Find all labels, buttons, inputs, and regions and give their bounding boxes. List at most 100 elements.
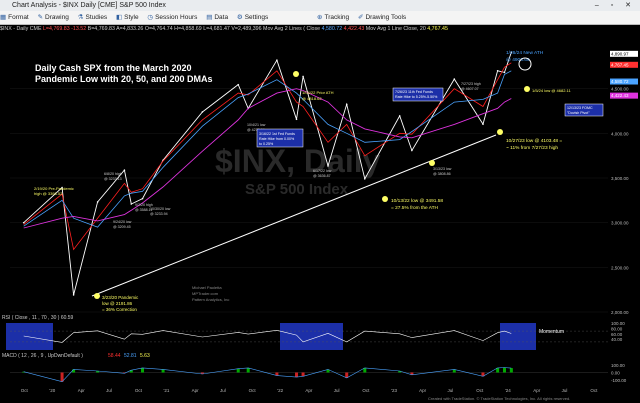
price-point <box>364 178 366 180</box>
price-point <box>482 123 484 125</box>
annotation-new-ath-2: @ 4906.69 <box>506 57 530 63</box>
x-tick-15: Jul <box>448 388 454 393</box>
price-chart[interactable]: $INX, Daily S&P 500 Index 2,000.00 2,500.… <box>0 34 640 403</box>
annotation-pandemic-low: 3/23/20 Pandemic low @ 2191.86 = 36% Cor… <box>94 293 139 312</box>
price-point <box>237 83 240 86</box>
fed-hike-1-box <box>256 128 304 148</box>
macd-bar <box>496 367 500 373</box>
author-credit-2: MPTrader.com <box>192 291 219 296</box>
macd-bar <box>301 372 305 377</box>
toolbar-drawing-tools[interactable]: Drawing Tools <box>365 14 407 21</box>
rsi-highlight-left <box>6 323 53 350</box>
marker-pandemic-low <box>94 293 100 299</box>
info-vol: V=2,489,396 <box>231 26 262 32</box>
x-tick-4: Oct <box>135 388 143 393</box>
annotation-oct22-low-2: = 27.5% from the ATH <box>391 205 439 211</box>
rsi-y-tick-0: 100.00 <box>611 321 625 326</box>
annotation-jun22-low-2: @ 3636.87 <box>313 174 331 178</box>
price-y-tick-1: 2,500.00 <box>611 265 629 270</box>
macd-reading-3: 5.63 <box>140 353 150 359</box>
macd-label: MACD ( 12 , 26 , 9 , UpDwnDefault ) <box>2 353 83 359</box>
info-ma-label: Mov Avg 2 Lines ( <box>263 26 306 32</box>
fed-hike-11-box <box>392 87 444 102</box>
support-trendline[interactable] <box>91 134 497 297</box>
price-y-tick-5: 4,500.00 <box>611 87 629 92</box>
x-tick-18: Apr <box>533 388 541 393</box>
macd-bar <box>398 370 402 373</box>
annotation-pandemic-low-3: = 36% Correction <box>102 307 137 312</box>
annotation-sep20-low-1: 9/24/20 low <box>113 220 132 224</box>
price-point <box>398 115 401 117</box>
settings-icon[interactable]: ⚙ <box>236 14 243 21</box>
price-point <box>22 221 25 224</box>
rsi-y-tick-2: 60.00 <box>611 332 623 337</box>
toolbar-settings[interactable]: Settings <box>244 14 269 21</box>
macd-bar <box>481 372 485 377</box>
price-point <box>327 165 329 167</box>
fomc-text-2: "Dovish Pivot" <box>567 111 590 115</box>
style-icon[interactable]: ◧ <box>116 14 123 21</box>
data-icon[interactable]: ▤ <box>206 14 213 21</box>
macd-bar <box>452 369 456 373</box>
price-point <box>411 149 413 152</box>
series-line-200-dma <box>23 88 512 229</box>
rsi-y-tick-1: 80.00 <box>611 326 623 331</box>
annotation-oct22-low-1: 10/13/22 low @ 3491.58 <box>391 198 443 204</box>
macd-bar <box>122 372 126 374</box>
macd-bar <box>509 368 513 373</box>
info-change: -13.52 <box>71 26 87 32</box>
toolbar-tracking[interactable]: Tracking <box>324 14 350 21</box>
toolbar-studies[interactable]: Studies <box>85 14 108 21</box>
annotation-jul23-high-1: 7/27/23 high <box>461 82 481 86</box>
fed-hike-1-text-3: to 0.25% <box>259 142 274 146</box>
fed-hike-11-text-1: 7/26/23 11th Fed Funds <box>395 90 433 94</box>
footer-credit: Created with TradeStation. © TradeStatio… <box>428 396 570 401</box>
info-close-label: Close <box>306 26 321 32</box>
window-controls[interactable]: – ▫ ✕ <box>594 2 636 9</box>
macd-bar <box>410 372 414 375</box>
fed-hike-1-text-1: 3/16/22 1st Fed Funds <box>259 132 295 136</box>
x-tick-10: Apr <box>305 388 313 393</box>
info-ma2: 4,422.43 <box>343 26 365 32</box>
format-icon[interactable]: ▦ <box>0 14 7 21</box>
info-open: O=4,764.74 <box>144 26 173 32</box>
toolbar-data[interactable]: Data <box>214 14 229 21</box>
annotation-oct21-low-2: @ 4278.94 <box>247 128 265 132</box>
price-y-tick-3: 3,500.00 <box>611 176 629 181</box>
macd-y-tick-0: 100.00 <box>611 363 625 368</box>
price-gridlines <box>10 88 608 313</box>
session-hours-icon[interactable]: ◷ <box>147 14 154 21</box>
price-point <box>123 169 126 171</box>
tracking-icon[interactable]: ⊕ <box>317 14 323 21</box>
macd-bar <box>60 372 64 382</box>
annotation-oct21-low-1: 10/4/21 low <box>247 123 266 127</box>
drawing-tools-icon[interactable]: ✐ <box>357 14 364 21</box>
series-line-50-dma <box>23 70 512 228</box>
price-tag-box-0 <box>610 50 638 57</box>
macd-line <box>23 367 512 383</box>
x-tick-2: Apr <box>78 388 86 393</box>
macd-y-axis: 100.00 0.00 -100.00 <box>611 363 627 383</box>
price-point <box>503 71 506 74</box>
annotation-mar23-low-1: 3/13/23 low <box>433 167 452 171</box>
toolbar-session-hours[interactable]: Session Hours <box>155 14 198 21</box>
toolbar-style[interactable]: Style <box>124 14 139 21</box>
macd-reading-1: 58.44 <box>108 353 121 359</box>
price-tag-box-3 <box>610 92 638 99</box>
annotation-sep20-high-1: 9/2/20 high <box>135 203 153 207</box>
price-point <box>276 59 278 61</box>
toolbar-drawing[interactable]: Drawing <box>45 14 69 21</box>
macd-bar <box>22 371 26 373</box>
info-ask: A=4,833.26 <box>116 26 144 32</box>
macd-bar <box>275 372 279 376</box>
author-credit-1: Michael Paoletta <box>192 285 222 290</box>
price-tag-0: 4,890.97 <box>611 51 629 56</box>
x-tick-12: Oct <box>362 388 370 393</box>
studies-icon[interactable]: ⚗ <box>77 14 84 21</box>
price-tag-box-1 <box>610 61 638 68</box>
drawing-icon[interactable]: ✎ <box>37 14 44 21</box>
price-tags: 4,890.97 4,767.45 4,580.72 4,422.43 <box>610 50 638 99</box>
x-axis: Oct '20 Apr Jul Oct '21 Apr Jul Oct '22 Apr Jul Oct '… <box>21 388 598 393</box>
toolbar-format[interactable]: Format <box>8 14 29 21</box>
price-y-axis: 2,000.00 2,500.00 3,000.00 3,500.00 4,000.00… <box>611 87 629 315</box>
